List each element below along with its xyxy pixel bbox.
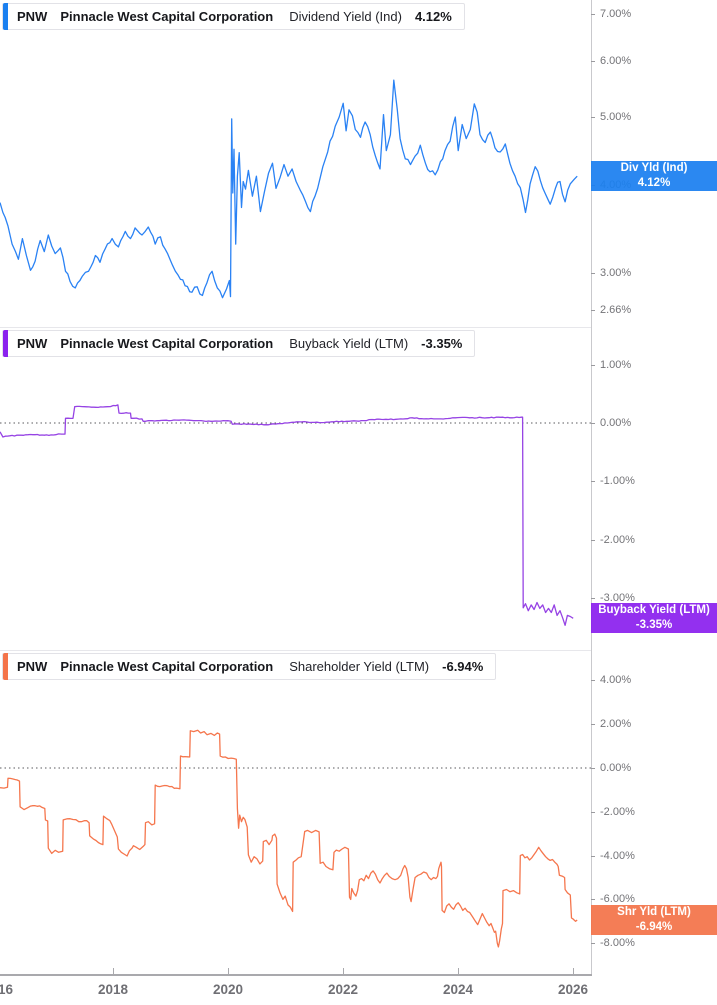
dividend-yield-chart[interactable] — [0, 0, 592, 327]
company-name: Pinnacle West Capital Corporation — [60, 9, 274, 24]
y-axis[interactable] — [591, 0, 592, 975]
x-axis-label: 2026 — [557, 982, 589, 997]
y-axis-tick: -2.00% — [591, 806, 635, 818]
series-line[interactable] — [0, 79, 578, 299]
x-axis[interactable] — [0, 974, 592, 976]
series-color-bar — [3, 3, 8, 30]
x-axis-tick — [458, 968, 459, 974]
series-legend-buyback[interactable]: PNW Pinnacle West Capital Corporation Bu… — [2, 330, 476, 357]
pane-buyback-yield: PNW Pinnacle West Capital Corporation Bu… — [0, 327, 717, 650]
y-axis-tick: 3.00% — [591, 267, 631, 279]
x-axis-label: 2024 — [442, 982, 474, 997]
badge-metric-value: -3.35% — [635, 619, 673, 631]
badge-metric-value: 4.12% — [637, 177, 671, 189]
pane-shareholder-yield: PNW Pinnacle West Capital Corporation Sh… — [0, 650, 717, 975]
metric-name: Buyback Yield (LTM) — [289, 336, 409, 351]
x-axis-label: 2016 — [0, 982, 14, 997]
y-axis-tick: -8.00% — [591, 937, 635, 949]
pane-dividend-yield: PNW Pinnacle West Capital Corporation Di… — [0, 0, 717, 327]
badge-metric-label: Div Yld (Ind) — [620, 162, 688, 175]
series-legend-dividend[interactable]: PNW Pinnacle West Capital Corporation Di… — [2, 3, 465, 30]
pane-divider[interactable] — [0, 650, 591, 651]
y-axis-tick: -1.00% — [591, 475, 635, 487]
y-axis-tick: -3.00% — [591, 592, 635, 604]
y-axis-tick: -2.00% — [591, 534, 635, 546]
y-axis-tick: -6.00% — [591, 893, 635, 905]
x-axis-tick — [343, 968, 344, 974]
y-axis-tick: 5.00% — [591, 111, 631, 123]
last-value-badge-shareholder: Shr Yld (LTM) -6.94% — [591, 905, 717, 935]
metric-value: -3.35% — [421, 336, 463, 351]
y-axis-tick: 2.66% — [591, 304, 631, 316]
y-axis-tick: 7.00% — [591, 8, 631, 20]
y-axis-tick: 0.00% — [591, 417, 631, 429]
last-value-badge-dividend: Div Yld (Ind) 4.12% — [591, 161, 717, 191]
x-axis-label: 2018 — [97, 982, 129, 997]
series-line[interactable] — [0, 404, 574, 626]
series-color-bar — [3, 330, 8, 357]
y-axis-tick: 6.00% — [591, 55, 631, 67]
metric-name: Dividend Yield (Ind) — [289, 9, 402, 24]
shareholder-yield-chart[interactable] — [0, 650, 592, 975]
ticker-symbol: PNW — [17, 9, 48, 24]
badge-metric-label: Buyback Yield (LTM) — [598, 604, 710, 617]
ticker-symbol: PNW — [17, 336, 48, 351]
badge-metric-label: Shr Yld (LTM) — [617, 906, 691, 919]
y-axis-tick: 2.00% — [591, 718, 631, 730]
series-legend-shareholder[interactable]: PNW Pinnacle West Capital Corporation Sh… — [2, 653, 497, 680]
metric-value: -6.94% — [442, 659, 484, 674]
y-axis-tick: 0.00% — [591, 762, 631, 774]
ticker-symbol: PNW — [17, 659, 48, 674]
buyback-yield-chart[interactable] — [0, 327, 592, 650]
x-axis-tick — [573, 968, 574, 974]
series-line[interactable] — [0, 729, 578, 948]
x-axis-tick — [113, 968, 114, 974]
y-axis-tick: 1.00% — [591, 359, 631, 371]
pane-divider[interactable] — [0, 327, 591, 328]
metric-value: 4.12% — [414, 9, 452, 24]
last-value-badge-buyback: Buyback Yield (LTM) -3.35% — [591, 603, 717, 633]
x-axis-tick — [228, 968, 229, 974]
company-name: Pinnacle West Capital Corporation — [60, 336, 274, 351]
x-axis-label: 2020 — [212, 982, 244, 997]
y-axis-tick: -4.00% — [591, 850, 635, 862]
y-axis-tick: 4.00% — [591, 674, 631, 686]
x-axis-label: 2022 — [327, 982, 359, 997]
badge-metric-value: -6.94% — [635, 921, 673, 933]
metric-name: Shareholder Yield (LTM) — [289, 659, 430, 674]
series-color-bar — [3, 653, 8, 680]
company-name: Pinnacle West Capital Corporation — [60, 659, 274, 674]
